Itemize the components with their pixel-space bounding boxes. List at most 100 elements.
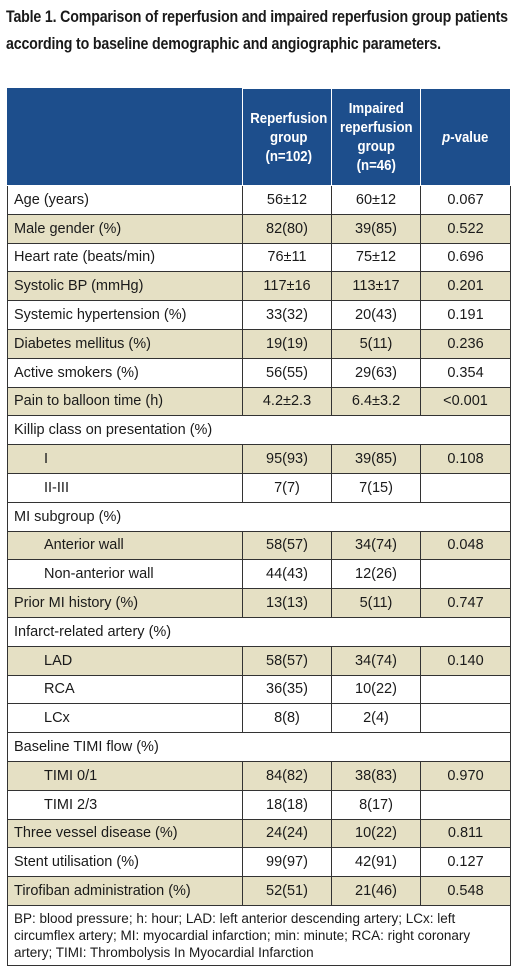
parameter-label-cell: Three vessel disease (%) (7, 818, 243, 849)
data-table: Reperfusion group (n=102) Impaired reper… (7, 88, 511, 966)
p-value-cell: 0.201 (420, 271, 511, 302)
impaired-value-cell: 60±12 (331, 185, 421, 215)
header-impaired-line-3: group (357, 138, 395, 155)
p-value-cell: 0.236 (420, 328, 511, 359)
group-label-cell: Killip class on presentation (%) (7, 415, 511, 446)
table-row: Anterior wall 58(57) 34(74) 0.048 (7, 530, 511, 561)
impaired-value-cell: 34(74) (331, 530, 421, 561)
table-row: Tirofiban administration (%) 52(51) 21(46)… (7, 876, 511, 906)
group-label-cell: Baseline TIMI flow (%) (7, 732, 511, 762)
reperfusion-value-cell: 58(57) (242, 645, 332, 676)
p-value-cell: 0.747 (420, 588, 511, 618)
impaired-value-cell: 10(22) (331, 674, 421, 705)
table-row: Baseline TIMI flow (%) (7, 732, 511, 762)
header-impaired-line-2: reperfusion (339, 119, 413, 136)
table-row: Stent utilisation (%) 99(97) 42(91) 0.127 (7, 847, 511, 878)
header-reperfusion-line-2: group (270, 128, 308, 146)
reperfusion-value-cell: 95(93) (242, 444, 332, 474)
impaired-value-cell: 39(85) (331, 444, 421, 474)
parameter-label-cell: Active smokers (%) (7, 357, 243, 388)
reperfusion-value-cell: 58(57) (242, 530, 332, 561)
p-value-cell: 0.696 (420, 242, 511, 273)
impaired-value-cell: 21(46) (331, 876, 421, 906)
p-value-cell (420, 674, 511, 705)
header-reperfusion: Reperfusion group (n=102) (242, 88, 332, 186)
table-row: RCA 36(35) 10(22) (7, 674, 511, 705)
p-value-cell: 0.127 (420, 847, 511, 878)
table-row: Systolic BP (mmHg) 117±16 113±17 0.201 (7, 271, 511, 302)
p-value-cell: 0.067 (420, 185, 511, 215)
parameter-label-cell: Stent utilisation (%) (7, 847, 243, 878)
impaired-value-cell: 75±12 (331, 242, 421, 273)
reperfusion-value-cell: 18(18) (242, 789, 332, 820)
parameter-label-cell: Male gender (%) (7, 213, 243, 244)
parameter-label-cell: Diabetes mellitus (%) (7, 328, 243, 359)
parameter-label-cell: Systemic hypertension (%) (7, 300, 243, 330)
reperfusion-value-cell: 82(80) (242, 213, 332, 244)
impaired-value-cell: 2(4) (331, 703, 421, 734)
impaired-value-cell: 8(17) (331, 789, 421, 820)
reperfusion-value-cell: 56(55) (242, 357, 332, 388)
reperfusion-value-cell: 76±11 (242, 242, 332, 273)
impaired-value-cell: 20(43) (331, 300, 421, 330)
reperfusion-value-cell: 99(97) (242, 847, 332, 878)
subgroup-label-cell: LAD (7, 645, 243, 676)
p-value-cell: 0.048 (420, 530, 511, 561)
header-impaired-line-4: (n=46) (356, 157, 396, 174)
parameter-label-cell: Heart rate (beats/min) (7, 242, 243, 273)
table-row: Systemic hypertension (%) 33(32) 20(43) 0.1… (7, 300, 511, 330)
parameter-label-cell: Systolic BP (mmHg) (7, 271, 243, 302)
subgroup-label-cell: LCx (7, 703, 243, 734)
impaired-value-cell: 34(74) (331, 645, 421, 676)
p-value-cell: 0.140 (420, 645, 511, 676)
p-value-cell: 0.191 (420, 300, 511, 330)
parameter-label-cell: Pain to balloon time (h) (7, 386, 243, 417)
table-row: Prior MI history (%) 13(13) 5(11) 0.747 (7, 588, 511, 618)
table-row: Active smokers (%) 56(55) 29(63) 0.354 (7, 357, 511, 388)
reperfusion-value-cell: 56±12 (242, 185, 332, 215)
header-reperfusion-line-3: (n=102) (265, 147, 313, 165)
impaired-value-cell: 42(91) (331, 847, 421, 878)
p-value-cell: 0.354 (420, 357, 511, 388)
table-row: TIMI 0/1 84(82) 38(83) 0.970 (7, 760, 511, 791)
table-row: Non-anterior wall 44(43) 12(26) (7, 559, 511, 590)
reperfusion-value-cell: 36(35) (242, 674, 332, 705)
table-row: II-III 7(7) 7(15) (7, 472, 511, 503)
p-value-cell: <0.001 (420, 386, 511, 417)
table-body: Age (years) 56±12 60±12 0.067 Male gender (%… (7, 185, 511, 906)
subgroup-label-cell: RCA (7, 674, 243, 705)
table-row: LCx 8(8) 2(4) (7, 703, 511, 734)
subgroup-label-cell: Anterior wall (7, 530, 243, 561)
impaired-value-cell: 5(11) (331, 328, 421, 359)
table-row: TIMI 2/3 18(18) 8(17) (7, 789, 511, 820)
header-p-value: p-value (420, 88, 511, 186)
subgroup-label-cell: I (7, 444, 243, 474)
p-value-cell: 0.548 (420, 876, 511, 906)
p-value-cell (420, 789, 511, 820)
header-impaired: Impaired reperfusion group (n=46) (331, 88, 421, 186)
header-parameter (7, 88, 243, 186)
reperfusion-value-cell: 24(24) (242, 818, 332, 849)
reperfusion-value-cell: 19(19) (242, 328, 332, 359)
header-p-rest: -value (450, 128, 489, 146)
impaired-value-cell: 12(26) (331, 559, 421, 590)
reperfusion-value-cell: 117±16 (242, 271, 332, 302)
table-row: Heart rate (beats/min) 76±11 75±12 0.696 (7, 242, 511, 273)
p-value-cell: 0.108 (420, 444, 511, 474)
reperfusion-value-cell: 7(7) (242, 472, 332, 503)
parameter-label-cell: Age (years) (7, 185, 243, 215)
table-row: I 95(93) 39(85) 0.108 (7, 444, 511, 474)
parameter-label-cell: Tirofiban administration (%) (7, 876, 243, 906)
subgroup-label-cell: Non-anterior wall (7, 559, 243, 590)
parameter-label-cell: Prior MI history (%) (7, 588, 243, 618)
subgroup-label-cell: TIMI 2/3 (7, 789, 243, 820)
p-value-cell: 0.811 (420, 818, 511, 849)
impaired-value-cell: 39(85) (331, 213, 421, 244)
table-row: Diabetes mellitus (%) 19(19) 5(11) 0.236 (7, 328, 511, 359)
group-label-cell: MI subgroup (%) (7, 501, 511, 532)
impaired-value-cell: 6.4±3.2 (331, 386, 421, 417)
impaired-value-cell: 7(15) (331, 472, 421, 503)
subgroup-label-cell: II-III (7, 472, 243, 503)
header-row: Reperfusion group (n=102) Impaired reper… (7, 88, 511, 186)
reperfusion-value-cell: 33(32) (242, 300, 332, 330)
